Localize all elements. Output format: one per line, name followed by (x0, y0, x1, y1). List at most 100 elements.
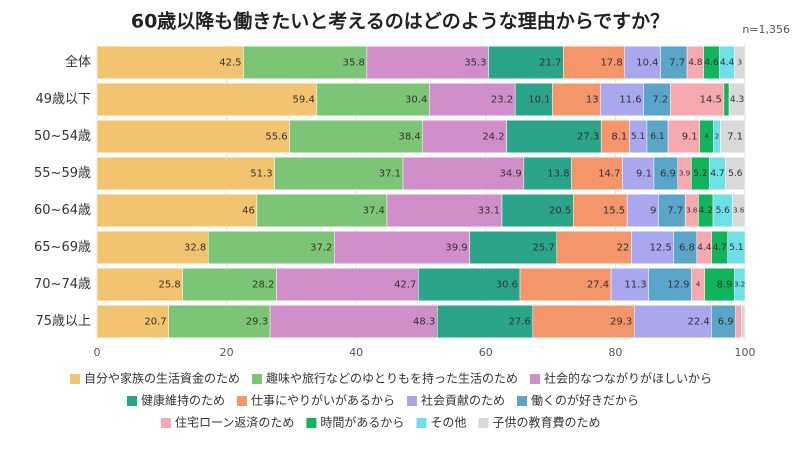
data-label: 46 (242, 206, 255, 217)
data-label: 30.4 (405, 95, 427, 106)
legend-swatch (407, 396, 418, 406)
bar-segment (519, 267, 612, 302)
bar-segment (624, 45, 661, 80)
data-label: 4 (704, 133, 709, 141)
bar-segment (402, 156, 525, 191)
data-label: 4.7 (713, 243, 727, 253)
x-tick-label: 0 (94, 346, 101, 359)
data-label: 4.3 (730, 95, 744, 105)
data-label: 42.7 (394, 280, 416, 291)
data-label: 4.4 (697, 243, 712, 253)
x-tick-label: 40 (349, 346, 363, 359)
legend-swatch (161, 418, 171, 428)
bar-segment (660, 45, 688, 80)
legend-swatch (517, 396, 528, 406)
data-label: 3.9 (679, 170, 690, 178)
bar-segment (96, 304, 169, 339)
legend-label: 社会貢献のため (421, 393, 505, 408)
legend-swatch (237, 396, 248, 406)
data-label: 28.2 (252, 280, 274, 291)
bar-segment (727, 230, 746, 265)
bar-segment (669, 82, 725, 117)
data-label: 38.4 (398, 132, 420, 143)
legend-label: 働くのが好きだから (531, 393, 639, 408)
bar-segment (667, 119, 700, 154)
bar-segment (366, 45, 489, 80)
data-label: 14.7 (598, 169, 620, 180)
data-label: 11.6 (619, 95, 641, 106)
data-label: 20.5 (549, 206, 571, 217)
bar-segment (735, 304, 742, 339)
bar-segment (276, 267, 419, 302)
data-label: 4.7 (710, 169, 724, 179)
data-label: 27.6 (509, 317, 531, 328)
data-label: 8.1 (611, 132, 627, 143)
data-label: 6.9 (718, 317, 734, 328)
legend-label: その他 (430, 416, 466, 430)
bar-segment (437, 304, 534, 339)
data-label: 3.6 (733, 207, 745, 215)
y-tick-label: 55~59歳 (34, 166, 91, 181)
bar-segment (556, 230, 632, 265)
legend-label: 時間があるから (320, 415, 404, 430)
data-label: 42.5 (219, 58, 241, 69)
data-label: 55.6 (265, 132, 287, 143)
data-label: 9 (650, 206, 656, 217)
data-label: 33.1 (478, 206, 500, 217)
bar-segment (422, 119, 507, 154)
legend-swatch (252, 374, 263, 384)
data-label: 32.8 (184, 243, 206, 254)
bar-segment (514, 82, 553, 117)
legend-swatch (416, 418, 427, 428)
data-label: 9.1 (682, 132, 698, 143)
legend-label: 自分や家族の生活資金のため (84, 371, 240, 386)
legend-swatch (530, 374, 541, 384)
data-label: 48.3 (413, 317, 435, 328)
data-label: 9.1 (636, 169, 652, 180)
data-label: 37.2 (310, 243, 332, 254)
legend-label: 社会的なつながりがほしいから (544, 371, 712, 386)
data-label: 22.4 (688, 317, 710, 328)
data-label: 23.2 (491, 95, 513, 106)
bar-segment (269, 304, 438, 339)
data-label: 3 (738, 59, 742, 67)
data-label: 13 (586, 95, 599, 106)
bar-segment (725, 156, 746, 191)
data-label: 5.1 (631, 132, 645, 142)
data-label: 5.2 (693, 169, 707, 179)
bar-segment (469, 230, 558, 265)
data-label: 35.8 (343, 58, 365, 69)
legend-label: 仕事にやりがいがあるから (251, 393, 395, 408)
bar-segment (289, 119, 423, 154)
bar-segment (610, 267, 649, 302)
data-label: 5.6 (728, 169, 743, 179)
chart-title: 60歳以降も働きたいと考えるのはどのような理由からですか？ (131, 10, 669, 33)
legend: 自分や家族の生活資金のため 趣味や旅行などのゆとりもを持った生活のため 社会的なつな… (70, 371, 712, 430)
bar-segment (741, 304, 746, 339)
data-label: 2 (715, 133, 719, 141)
y-tick-label: 75歳以上 (35, 314, 91, 329)
data-label: 20.7 (144, 317, 166, 328)
legend-swatch (306, 418, 317, 428)
sample-size: n=1,356 (742, 23, 790, 36)
bar-segment (648, 267, 692, 302)
data-label: 30.6 (496, 280, 518, 291)
bar-segment (256, 193, 388, 228)
bar-segment (418, 267, 521, 302)
x-tick-label: 20 (220, 346, 234, 359)
legend-swatch (478, 418, 489, 428)
data-label: 39.9 (445, 243, 467, 254)
bar-segment (732, 193, 746, 228)
data-label: 6.1 (650, 132, 664, 142)
data-label: 3.2 (734, 281, 745, 289)
legend-swatch (70, 374, 80, 384)
bar-segment (168, 304, 271, 339)
bar-segment (600, 119, 630, 154)
data-label: 22 (617, 243, 630, 254)
bar-segment (734, 45, 746, 80)
legend-label: 健康維持のため (141, 393, 225, 408)
bar-segment (182, 267, 277, 302)
bar-segment (552, 82, 601, 117)
y-tick-label: 50~54歳 (34, 129, 91, 144)
